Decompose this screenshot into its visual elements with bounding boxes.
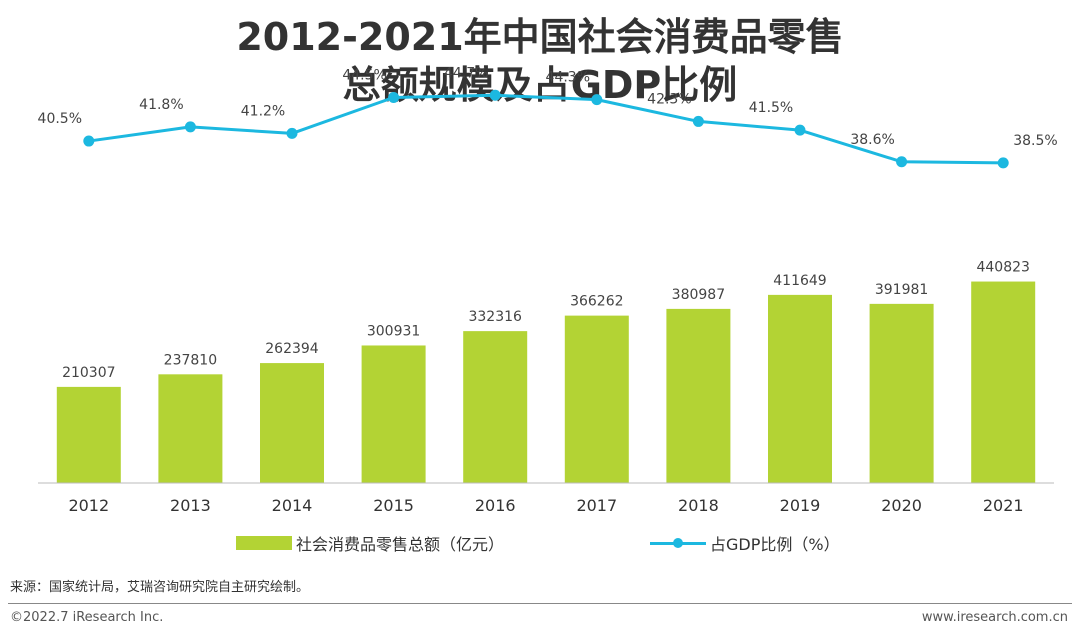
gdp-ratio-label-2012: 40.5% [38, 111, 82, 127]
chart-title-line1: 2012-2021年中国社会消费品零售 [236, 15, 844, 59]
gdp-ratio-label-2014: 41.2% [241, 103, 285, 119]
gdp-ratio-label-2017: 44.3% [546, 70, 590, 86]
footer-divider [8, 603, 1072, 604]
gdp-ratio-point-2014 [286, 127, 298, 139]
legend-bar-swatch [236, 536, 292, 550]
x-tick-label-2018: 2018 [678, 496, 719, 515]
bar-2019 [768, 294, 832, 483]
gdp-ratio-label-2016: 44.7% [444, 65, 488, 81]
bar-2015 [361, 345, 426, 483]
legend-line-swatch [650, 536, 706, 550]
gdp-ratio-point-2016 [489, 89, 501, 101]
gdp-ratio-label-2021: 38.5% [1013, 133, 1057, 149]
bar-2012 [56, 386, 121, 483]
legend-bar-label: 社会消费品零售总额（亿元） [296, 535, 505, 554]
x-tick-label-2021: 2021 [983, 496, 1024, 515]
x-tick-label-2015: 2015 [373, 496, 414, 515]
chart-title-line2: 总额规模及占GDP比例 [342, 63, 738, 107]
bar-value-label-2016: 332316 [468, 309, 522, 325]
gdp-ratio-point-2019 [794, 124, 806, 136]
footer-website[interactable]: www.iresearch.com.cn [921, 610, 1068, 625]
bar-value-label-2019: 411649 [773, 273, 826, 289]
legend-line-label: 占GDP比例（%） [710, 535, 840, 554]
x-tick-label-2020: 2020 [881, 496, 922, 515]
gdp-ratio-point-2020 [896, 156, 908, 168]
x-tick-label-2017: 2017 [576, 496, 617, 515]
gdp-ratio-point-2018 [692, 115, 704, 127]
bar-2020 [869, 303, 934, 483]
bar-2014 [260, 363, 324, 483]
bar-value-label-2021: 440823 [976, 260, 1029, 276]
x-tick-label-2014: 2014 [272, 496, 313, 515]
gdp-ratio-label-2018: 42.3% [647, 91, 691, 107]
x-tick-label-2019: 2019 [780, 496, 821, 515]
bar-value-label-2014: 262394 [265, 341, 319, 357]
gdp-ratio-point-2017 [591, 94, 603, 106]
bar-2013 [158, 374, 223, 483]
bar-value-label-2018: 380987 [672, 287, 725, 303]
source-note: 来源：国家统计局，艾瑞咨询研究院自主研究绘制。 [10, 580, 310, 595]
gdp-ratio-label-2015: 44.5% [342, 67, 386, 83]
bar-value-label-2020: 391981 [875, 282, 928, 298]
bar-2018 [666, 308, 731, 483]
bar-2017 [564, 315, 629, 483]
bar-2016 [463, 331, 528, 483]
gdp-ratio-point-2015 [388, 91, 400, 103]
gdp-ratio-label-2020: 38.6% [850, 132, 894, 148]
x-tick-label-2016: 2016 [475, 496, 516, 515]
bar-value-label-2015: 300931 [367, 323, 420, 339]
gdp-ratio-label-2019: 41.5% [749, 100, 793, 116]
gdp-ratio-point-2013 [184, 121, 196, 133]
x-tick-label-2013: 2013 [170, 496, 211, 515]
legend-bar: 社会消费品零售总额（亿元） [236, 531, 504, 555]
x-tick-label-2012: 2012 [68, 496, 109, 515]
gdp-ratio-point-2012 [83, 135, 95, 147]
legend-line: 占GDP比例（%） [650, 531, 840, 555]
gdp-ratio-point-2021 [997, 157, 1009, 169]
footer-copyright: ©2022.7 iResearch Inc. [10, 610, 164, 625]
bar-value-label-2013: 237810 [164, 352, 217, 368]
gdp-ratio-line [88, 93, 1004, 165]
bar-value-label-2017: 366262 [570, 294, 623, 310]
bar-value-label-2012: 210307 [62, 365, 115, 381]
gdp-ratio-label-2013: 41.8% [139, 97, 183, 113]
bar-2021 [971, 281, 1036, 483]
